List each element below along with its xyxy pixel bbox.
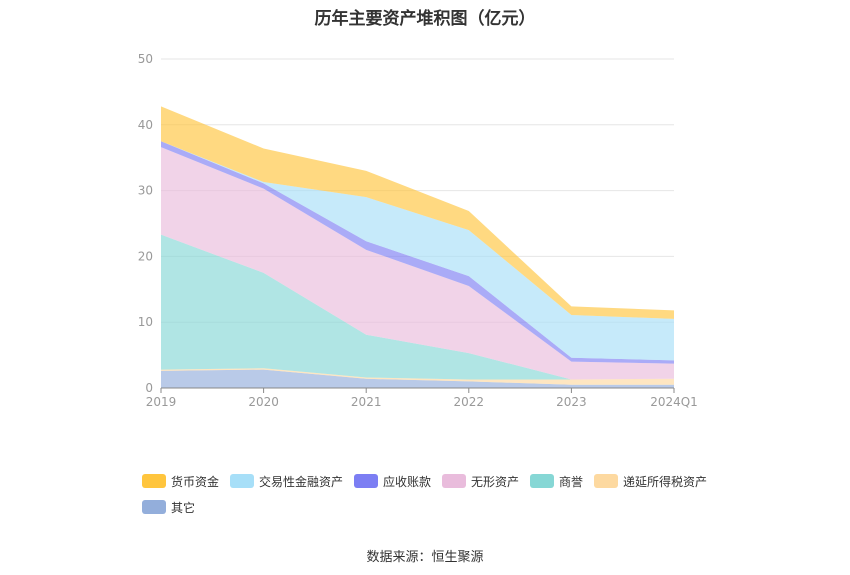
x-tick-label: 2020 — [248, 395, 279, 409]
legend-swatch — [594, 474, 618, 488]
y-tick-label: 20 — [138, 249, 153, 263]
y-tick-label: 30 — [138, 184, 153, 198]
legend-swatch — [142, 474, 166, 488]
legend-label: 应收账款 — [383, 474, 432, 489]
x-tick-label: 2022 — [454, 395, 485, 409]
legend-label: 货币资金 — [171, 474, 220, 489]
legend-item[interactable]: 货币资金 — [142, 472, 219, 490]
area-series-2 — [161, 234, 674, 380]
legend-label: 交易性金融资产 — [259, 474, 344, 489]
legend-swatch — [354, 474, 378, 488]
y-tick-label: 40 — [138, 118, 153, 132]
x-tick-label: 2021 — [351, 395, 382, 409]
x-tick-label: 2024Q1 — [650, 395, 698, 409]
legend-label: 其它 — [171, 500, 196, 515]
area-series-0 — [161, 369, 674, 388]
y-tick-label: 50 — [138, 52, 153, 66]
legend-item[interactable]: 其它 — [142, 498, 195, 516]
data-source-note: 数据来源：恒生聚源 — [366, 550, 484, 565]
chart-title: 历年主要资产堆积图（亿元） — [314, 9, 536, 29]
legend-item[interactable]: 无形资产 — [442, 472, 519, 490]
y-tick-label: 10 — [138, 315, 153, 329]
x-tick-label: 2019 — [146, 395, 177, 409]
x-tick-label: 2023 — [556, 395, 587, 409]
legend-label: 无形资产 — [471, 474, 520, 489]
legend-label: 商誉 — [559, 474, 584, 489]
area-series-4 — [161, 141, 674, 364]
legend-swatch — [142, 500, 166, 514]
stacked-area-chart: 0 10 20 30 40 50 2019 2020 2021 2022 2023 2024Q1 — [138, 52, 698, 409]
legend-item[interactable]: 商誉 — [530, 472, 583, 490]
area-series-5 — [161, 141, 674, 361]
area-series-1 — [161, 368, 674, 385]
y-tick-label: 0 — [145, 381, 153, 395]
legend-swatch — [230, 474, 254, 488]
area-series-3 — [161, 147, 674, 380]
legend-item[interactable]: 应收账款 — [354, 472, 431, 490]
legend-item[interactable]: 递延所得税资产 — [594, 472, 707, 490]
area-series-6 — [161, 106, 674, 319]
legend-item[interactable]: 交易性金融资产 — [230, 472, 343, 490]
legend-label: 递延所得税资产 — [623, 474, 708, 489]
legend-swatch — [530, 474, 554, 488]
legend-swatch — [442, 474, 466, 488]
